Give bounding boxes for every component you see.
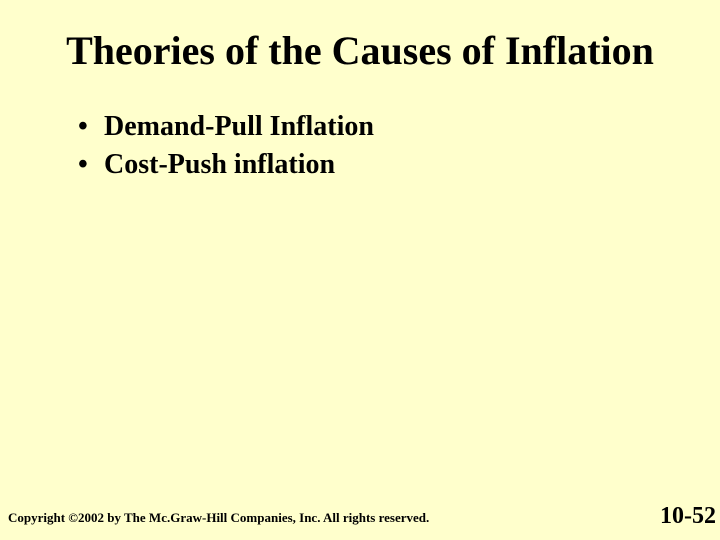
page-number: 10-52 [660, 503, 716, 530]
slide-title: Theories of the Causes of Inflation [60, 28, 660, 74]
copyright-text: Copyright ©2002 by The Mc.Graw-Hill Comp… [8, 510, 429, 526]
bullet-list: Demand-Pull Inflation Cost-Push inflatio… [60, 108, 660, 184]
list-item: Demand-Pull Inflation [78, 108, 660, 146]
slide: Theories of the Causes of Inflation Dema… [0, 0, 720, 540]
list-item: Cost-Push inflation [78, 146, 660, 184]
